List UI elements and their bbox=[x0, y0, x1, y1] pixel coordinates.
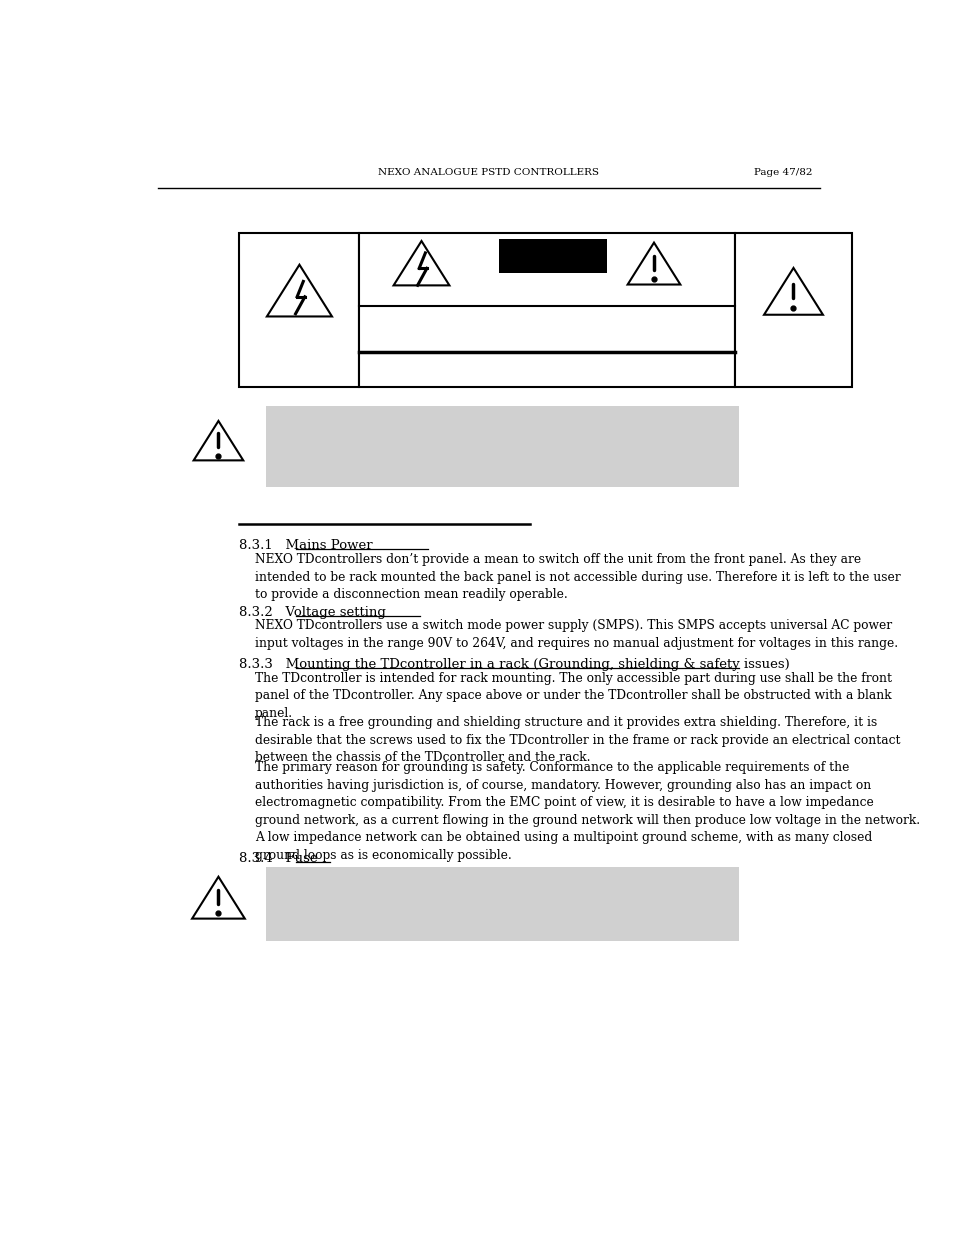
Text: Page 47/82: Page 47/82 bbox=[754, 168, 812, 178]
Text: The rack is a free grounding and shielding structure and it provides extra shiel: The rack is a free grounding and shieldi… bbox=[254, 716, 900, 764]
Text: 8.3.1   Mains Power: 8.3.1 Mains Power bbox=[239, 540, 373, 552]
Text: NEXO TDcontrollers don’t provide a mean to switch off the unit from the front pa: NEXO TDcontrollers don’t provide a mean … bbox=[254, 553, 900, 601]
Bar bbox=[359, 233, 735, 387]
Text: The TDcontroller is intended for rack mounting. The only accessible part during : The TDcontroller is intended for rack mo… bbox=[254, 672, 891, 720]
Bar bbox=[735, 233, 851, 387]
Text: 8.3.3   Mounting the TDcontroller in a rack (Grounding, shielding & safety issue: 8.3.3 Mounting the TDcontroller in a rac… bbox=[239, 658, 789, 671]
Bar bbox=[266, 406, 739, 487]
Text: NEXO ANALOGUE PSTD CONTROLLERS: NEXO ANALOGUE PSTD CONTROLLERS bbox=[378, 168, 598, 178]
Bar bbox=[498, 240, 607, 287]
Text: NEXO TDcontrollers use a switch mode power supply (SMPS). This SMPS accepts univ: NEXO TDcontrollers use a switch mode pow… bbox=[254, 620, 897, 650]
Text: The primary reason for grounding is safety. Conformance to the applicable requir: The primary reason for grounding is safe… bbox=[254, 761, 919, 862]
Bar bbox=[266, 867, 739, 941]
Text: 8.3.4   Fuse: 8.3.4 Fuse bbox=[239, 852, 317, 864]
Bar bbox=[239, 233, 359, 387]
Text: 8.3.2   Voltage setting: 8.3.2 Voltage setting bbox=[239, 605, 386, 619]
Bar bbox=[498, 273, 607, 287]
